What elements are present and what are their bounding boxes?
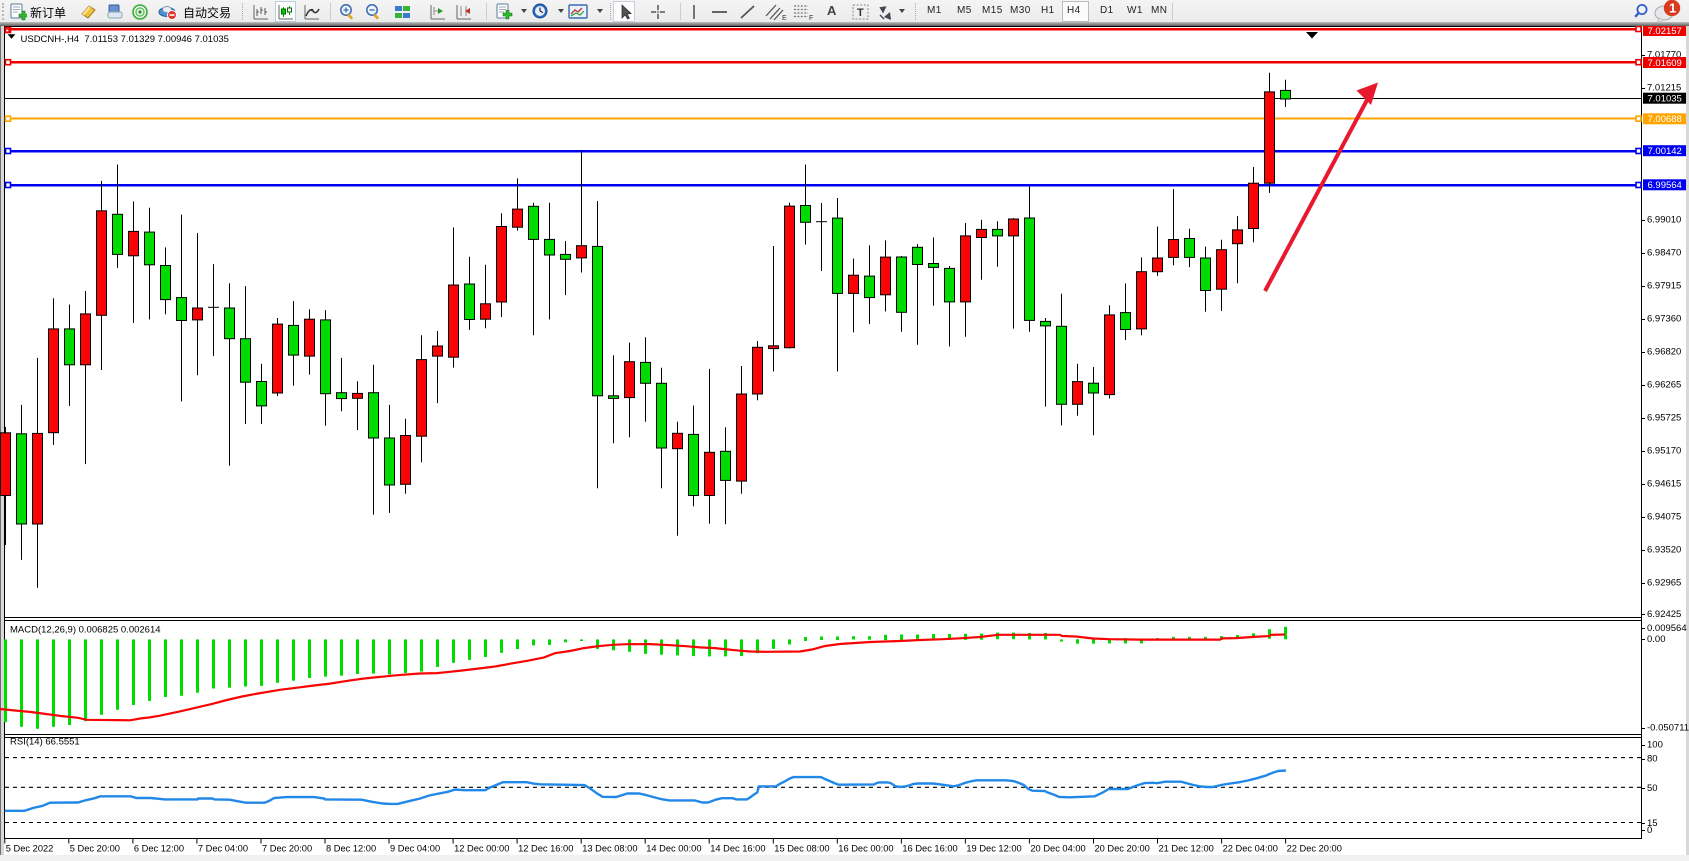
svg-text:16 Dec 00:00: 16 Dec 00:00 bbox=[838, 844, 893, 854]
svg-text:21 Dec 12:00: 21 Dec 12:00 bbox=[1159, 844, 1214, 854]
svg-text:6.94075: 6.94075 bbox=[1647, 511, 1681, 522]
svg-text:12 Dec 00:00: 12 Dec 00:00 bbox=[454, 844, 509, 854]
svg-text:6.93520: 6.93520 bbox=[1647, 544, 1681, 555]
svg-text:0.009564: 0.009564 bbox=[1647, 623, 1687, 634]
svg-text:80: 80 bbox=[1647, 754, 1658, 765]
svg-text:E: E bbox=[782, 15, 787, 21]
svg-text:6.92965: 6.92965 bbox=[1647, 577, 1681, 588]
svg-text:7 Dec 20:00: 7 Dec 20:00 bbox=[262, 844, 312, 854]
svg-text:22 Dec 04:00: 22 Dec 04:00 bbox=[1223, 844, 1278, 854]
svg-text:7.01770: 7.01770 bbox=[1647, 50, 1681, 61]
svg-text:6.97360: 6.97360 bbox=[1647, 314, 1681, 325]
svg-text:6 Dec 12:00: 6 Dec 12:00 bbox=[134, 844, 184, 854]
svg-text:6.95170: 6.95170 bbox=[1647, 445, 1681, 456]
svg-text:14 Dec 16:00: 14 Dec 16:00 bbox=[710, 844, 765, 854]
svg-text:0.00: 0.00 bbox=[1647, 634, 1666, 645]
svg-text:7.02157: 7.02157 bbox=[1648, 26, 1682, 37]
svg-text:7.01215: 7.01215 bbox=[1647, 83, 1681, 94]
svg-text:6.99010: 6.99010 bbox=[1647, 215, 1681, 226]
svg-text:1: 1 bbox=[1669, 1, 1676, 16]
svg-text:MACD(12,26,9) 0.006825 0.00261: MACD(12,26,9) 0.006825 0.002614 bbox=[10, 625, 161, 636]
svg-text:6.96265: 6.96265 bbox=[1647, 380, 1681, 391]
svg-text:12 Dec 16:00: 12 Dec 16:00 bbox=[518, 844, 573, 854]
svg-text:100: 100 bbox=[1647, 739, 1663, 750]
svg-text:20 Dec 20:00: 20 Dec 20:00 bbox=[1095, 844, 1150, 854]
svg-text:6.98470: 6.98470 bbox=[1647, 248, 1681, 259]
svg-text:9 Dec 04:00: 9 Dec 04:00 bbox=[390, 844, 440, 854]
svg-text:6.97915: 6.97915 bbox=[1647, 281, 1681, 292]
svg-text:7 Dec 04:00: 7 Dec 04:00 bbox=[198, 844, 248, 854]
svg-text:-0.050711: -0.050711 bbox=[1647, 723, 1689, 734]
svg-text:RSI(14) 66.5551: RSI(14) 66.5551 bbox=[10, 737, 80, 748]
svg-text:0: 0 bbox=[1647, 825, 1652, 836]
svg-text:T: T bbox=[857, 7, 864, 19]
svg-text:13 Dec 08:00: 13 Dec 08:00 bbox=[582, 844, 637, 854]
svg-text:22 Dec 20:00: 22 Dec 20:00 bbox=[1287, 844, 1342, 854]
svg-text:15 Dec 08:00: 15 Dec 08:00 bbox=[774, 844, 829, 854]
svg-text:7.00688: 7.00688 bbox=[1648, 114, 1682, 125]
svg-text:6.99564: 6.99564 bbox=[1648, 180, 1682, 191]
svg-text:6.95725: 6.95725 bbox=[1647, 413, 1681, 424]
svg-text:8 Dec 12:00: 8 Dec 12:00 bbox=[326, 844, 376, 854]
svg-text:6.94615: 6.94615 bbox=[1647, 478, 1681, 489]
svg-text:20 Dec 04:00: 20 Dec 04:00 bbox=[1030, 844, 1085, 854]
svg-text:5 Dec 20:00: 5 Dec 20:00 bbox=[70, 844, 120, 854]
svg-text:16 Dec 16:00: 16 Dec 16:00 bbox=[902, 844, 957, 854]
svg-text:7.01609: 7.01609 bbox=[1648, 58, 1682, 69]
svg-text:6.92425: 6.92425 bbox=[1647, 609, 1681, 620]
svg-text:7.01035: 7.01035 bbox=[1648, 94, 1682, 105]
svg-text:F: F bbox=[809, 15, 813, 21]
svg-text:50: 50 bbox=[1647, 783, 1658, 794]
svg-text:6.96820: 6.96820 bbox=[1647, 347, 1681, 358]
svg-text:5 Dec 2022: 5 Dec 2022 bbox=[6, 844, 54, 854]
svg-text:7.00142: 7.00142 bbox=[1648, 146, 1682, 157]
svg-text:USDCNH-,H4 7.01153 7.01329 7.: USDCNH-,H4 7.01153 7.01329 7.00946 7.010… bbox=[21, 34, 229, 45]
svg-text:19 Dec 12:00: 19 Dec 12:00 bbox=[966, 844, 1021, 854]
svg-text:15: 15 bbox=[1647, 818, 1658, 829]
svg-text:14 Dec 00:00: 14 Dec 00:00 bbox=[646, 844, 701, 854]
